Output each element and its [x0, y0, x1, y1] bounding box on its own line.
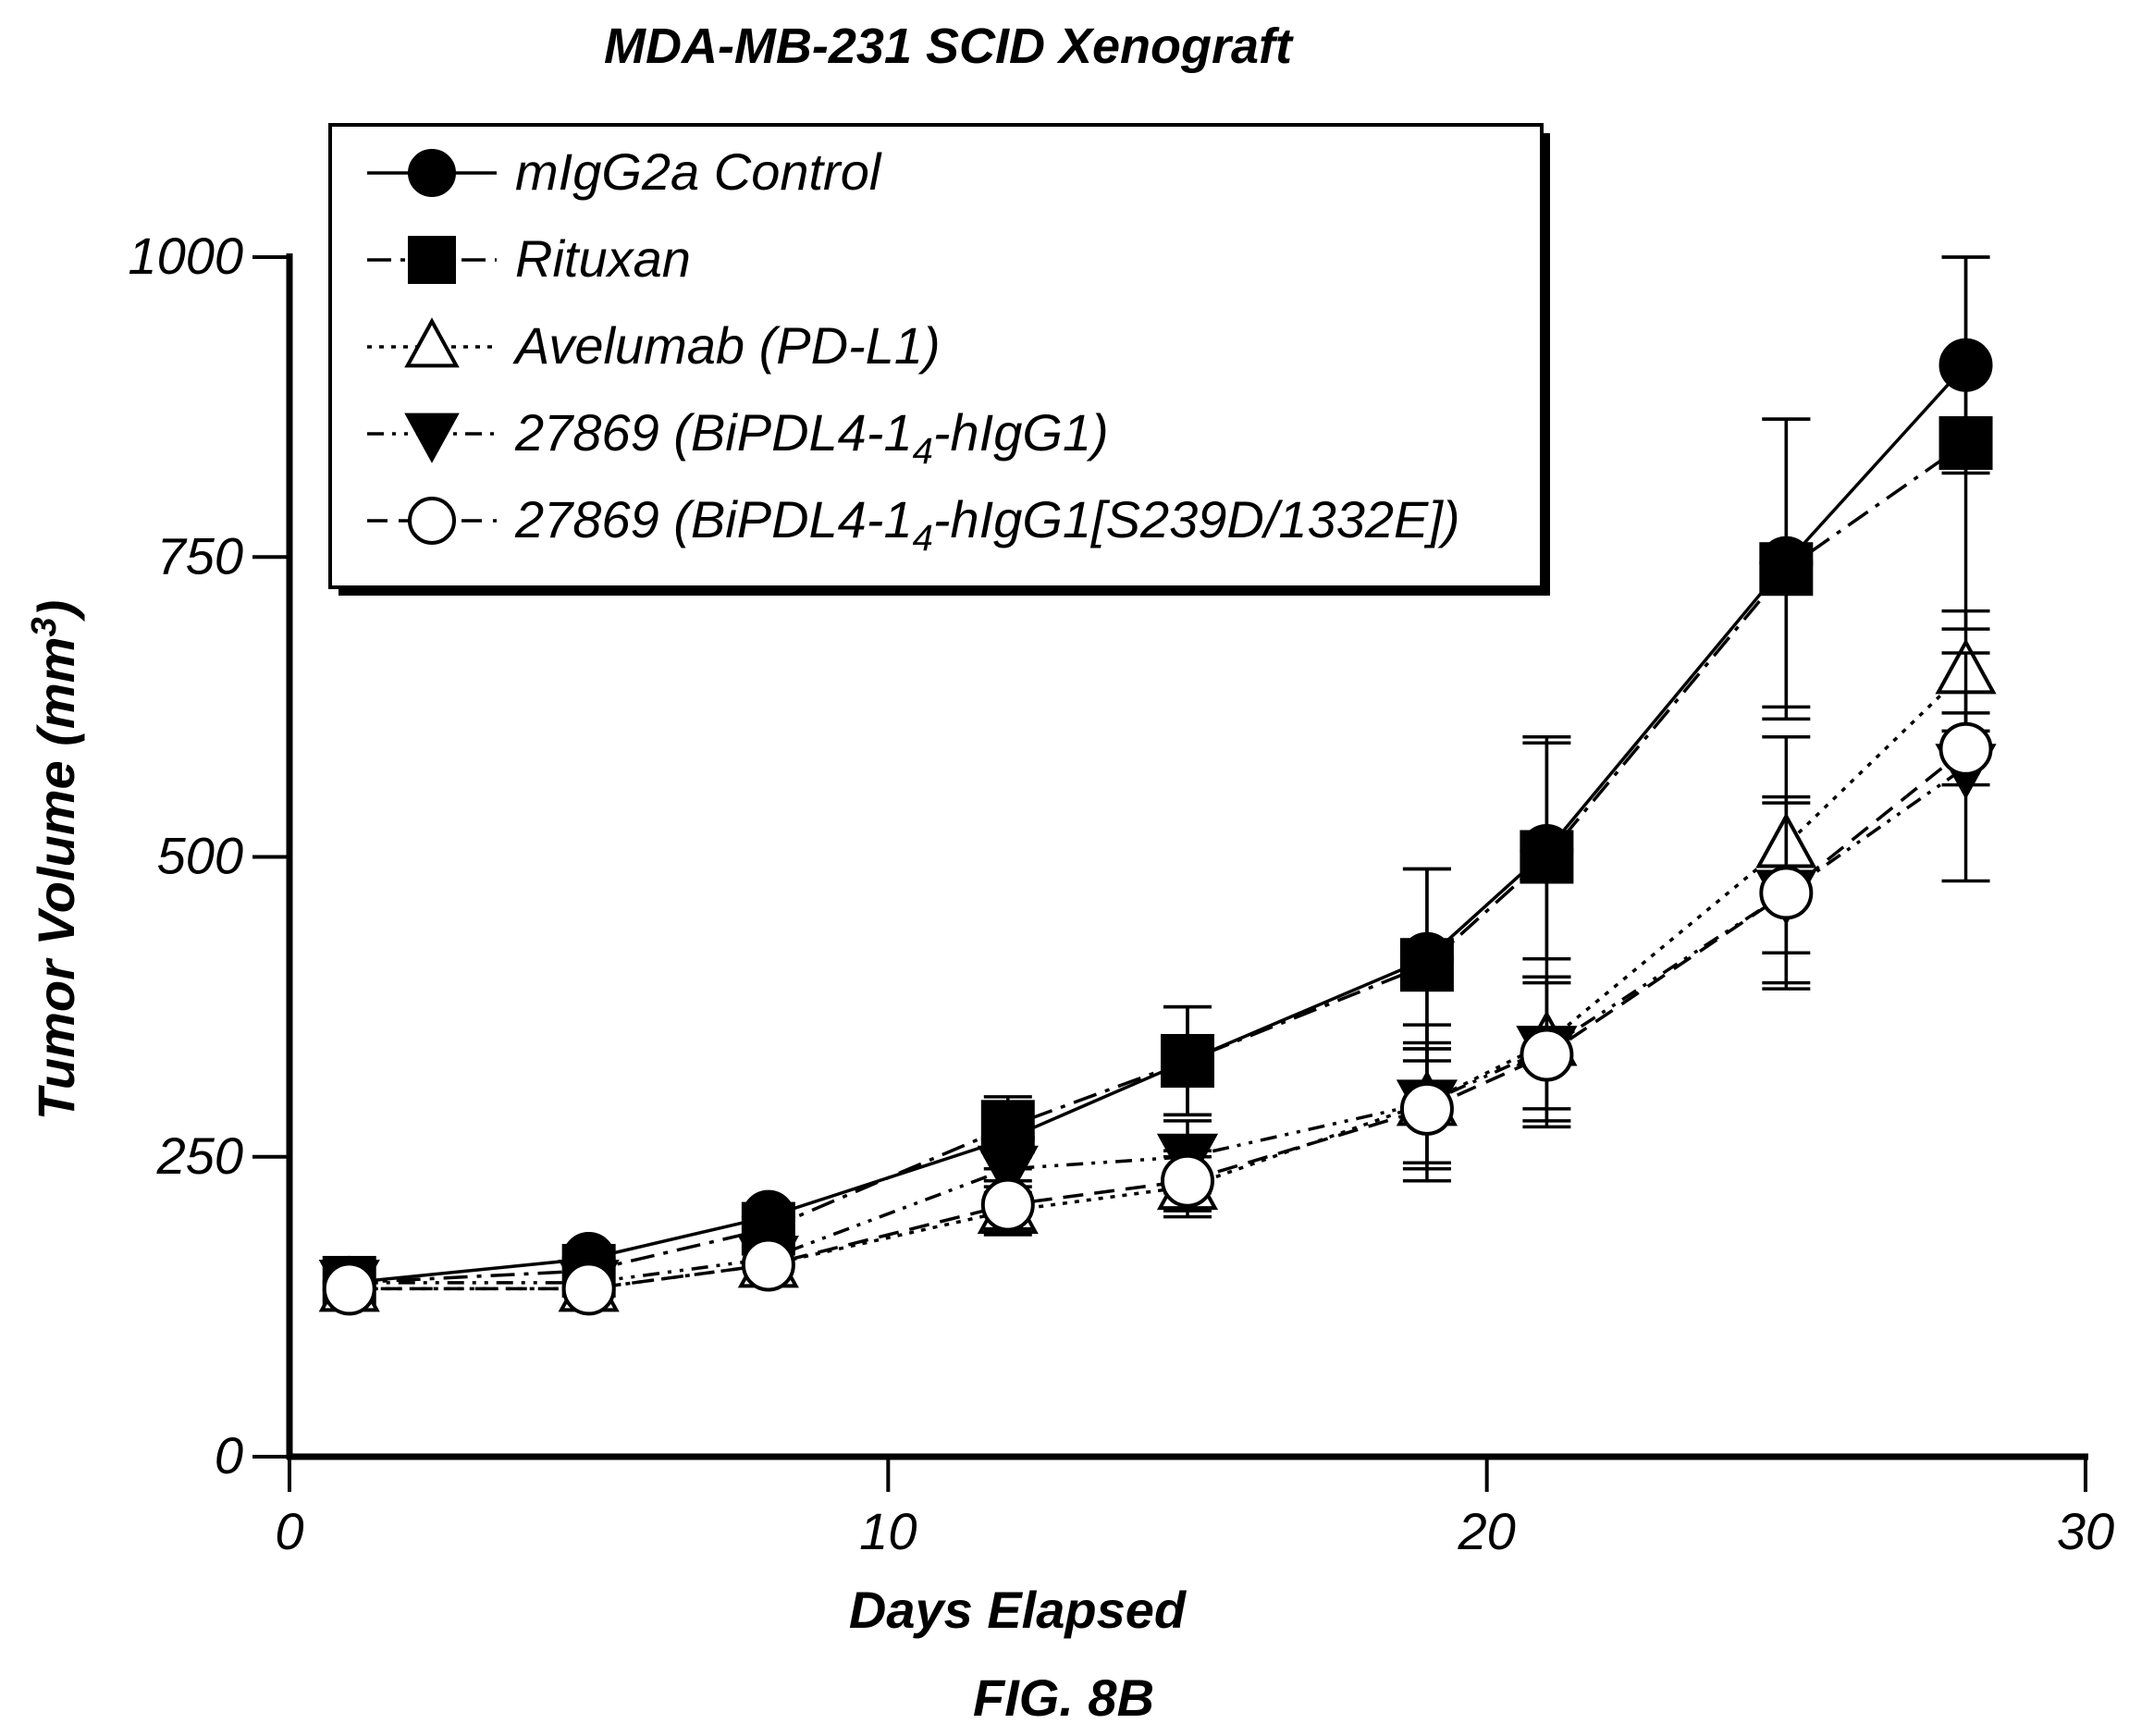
legend-item-5: 27869 (BiPDL4-14-hIgG1[S239D/1332E]): [367, 490, 1460, 559]
legend-marker: [404, 317, 460, 368]
x-axis-label: Days Elapsed: [849, 1581, 1188, 1639]
legend-label-subscript: 4: [913, 431, 933, 472]
legend-label: 27869 (BiPDL4-14-hIgG1): [514, 403, 1109, 472]
legend-box: [328, 123, 1544, 589]
y-tick-label: 250: [156, 1127, 243, 1185]
axes: 0 250 500 750 1000 0 10 20 30: [128, 227, 2114, 1560]
y-tick-label: 500: [157, 827, 243, 885]
legend-label-text: mIgG2a Control: [515, 142, 882, 201]
legend-label-text: 27869 (BiPDL4-1: [514, 403, 913, 462]
data-point: [1161, 1033, 1214, 1088]
data-point: [1938, 416, 1993, 471]
x-tick-label: 30: [2057, 1502, 2114, 1560]
legend-label-text: 27869 (BiPDL4-1: [514, 490, 913, 548]
y-tick-label: 750: [157, 526, 243, 585]
legend-marker: [408, 497, 456, 545]
series-3: [318, 609, 1997, 1312]
series-line: [349, 747, 1967, 1291]
x-tick-label: 20: [1458, 1502, 1516, 1560]
data-point: [1938, 721, 1993, 776]
legend-item-3: Avelumab (PD-L1): [367, 316, 941, 375]
legend-item-1: mIgG2a Control: [367, 142, 882, 201]
data-point: [1520, 830, 1574, 884]
y-axis-label-close: ): [27, 600, 85, 622]
legend-label: 27869 (BiPDL4-14-hIgG1[S239D/1332E]): [514, 490, 1460, 559]
series-5: [322, 711, 1993, 1316]
legend-label-text: Avelumab (PD-L1): [512, 316, 941, 375]
legend-label-subscript: 4: [913, 518, 933, 559]
y-axis-label-main: Tumor Volume (mm: [27, 637, 85, 1121]
data-point: [561, 1262, 616, 1316]
data-point: [741, 1237, 795, 1292]
series-line: [349, 441, 1967, 1285]
chart-title: MDA-MB-231 SCID Xenograft: [604, 18, 1294, 74]
legend-item-2: Rituxan: [367, 229, 691, 288]
data-point: [1520, 1028, 1574, 1082]
legend-label: Avelumab (PD-L1): [512, 316, 941, 375]
series-4: [318, 651, 1997, 1316]
x-tick-label: 0: [275, 1502, 303, 1560]
series-layer: [318, 255, 1997, 1316]
data-point: [1161, 1153, 1214, 1208]
legend-label-text: -hIgG1): [933, 403, 1109, 462]
data-point: [1759, 542, 1814, 597]
data-point: [977, 1145, 1039, 1201]
legend-label: Rituxan: [515, 229, 691, 288]
legend-label: mIgG2a Control: [515, 142, 882, 201]
legend-marker: [404, 412, 460, 463]
y-axis-label-superscript: 3: [25, 617, 64, 636]
legend-label-text: -hIgG1[S239D/1332E]): [933, 490, 1460, 548]
legend: mIgG2a Control Rituxan Avelumab (PD-L1) 278…: [328, 123, 1550, 596]
legend-label-text: Rituxan: [515, 229, 691, 288]
y-tick-label: 1000: [128, 227, 243, 285]
legend-marker: [408, 149, 456, 197]
data-point: [1399, 1081, 1454, 1136]
data-point: [322, 1262, 376, 1316]
x-tick-label: 10: [859, 1502, 917, 1560]
data-point: [1399, 938, 1454, 992]
legend-marker: [408, 236, 456, 284]
legend-item-4: 27869 (BiPDL4-14-hIgG1): [367, 403, 1109, 472]
data-point: [980, 1177, 1035, 1232]
data-point: [1759, 866, 1814, 920]
series-line: [349, 670, 1967, 1291]
series-line: [349, 765, 1967, 1285]
y-tick-label: 0: [215, 1426, 243, 1484]
y-axis-label: Tumor Volume (mm3): [25, 600, 85, 1121]
figure-caption: FIG. 8B: [973, 1668, 1154, 1727]
